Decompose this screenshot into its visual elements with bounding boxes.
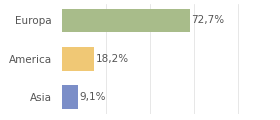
Bar — [62, 85, 78, 109]
Text: 9,1%: 9,1% — [79, 92, 106, 102]
Text: 18,2%: 18,2% — [95, 54, 129, 64]
Bar — [62, 47, 94, 71]
Text: 72,7%: 72,7% — [191, 15, 225, 25]
Bar — [62, 9, 190, 32]
